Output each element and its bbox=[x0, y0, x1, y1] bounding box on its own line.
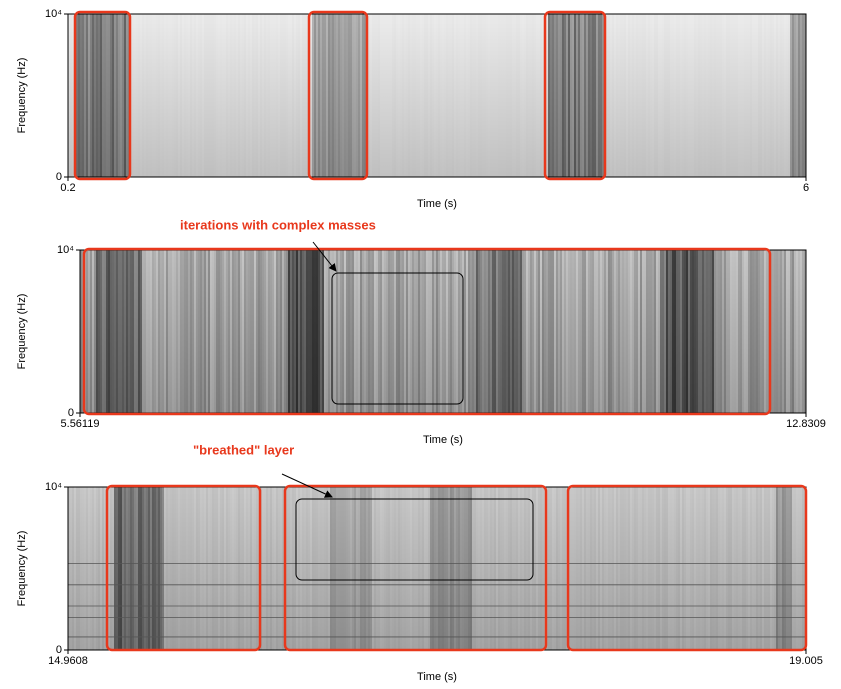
x-tick-label: 6 bbox=[803, 182, 809, 194]
y-tick-label: 10⁴ bbox=[45, 481, 62, 493]
x-tick-label: 19.005 bbox=[789, 655, 823, 667]
low-frequency-shade bbox=[68, 487, 806, 650]
y-tick-label: 10⁴ bbox=[45, 8, 62, 20]
figure: 010⁴0.26Time (s)Frequency (Hz)010⁴5.5611… bbox=[0, 0, 841, 684]
annotation: "breathed" layer bbox=[193, 442, 294, 457]
x-axis-label: Time (s) bbox=[423, 434, 463, 446]
y-tick-label: 10⁴ bbox=[57, 244, 74, 256]
x-axis-label: Time (s) bbox=[417, 198, 457, 210]
x-axis-label: Time (s) bbox=[417, 671, 457, 683]
y-axis-label: Frequency (Hz) bbox=[16, 294, 28, 370]
x-tick-label: 12.8309 bbox=[786, 418, 826, 430]
x-tick-label: 0.2 bbox=[60, 182, 75, 194]
low-frequency-shade bbox=[80, 250, 806, 413]
x-tick-label: 14.9608 bbox=[48, 655, 88, 667]
y-axis-label: Frequency (Hz) bbox=[16, 531, 28, 607]
low-frequency-shade bbox=[68, 14, 806, 177]
x-tick-label: 5.56119 bbox=[61, 418, 100, 430]
annotation: iterations with complex masses bbox=[180, 217, 376, 232]
y-axis-label: Frequency (Hz) bbox=[16, 58, 28, 134]
